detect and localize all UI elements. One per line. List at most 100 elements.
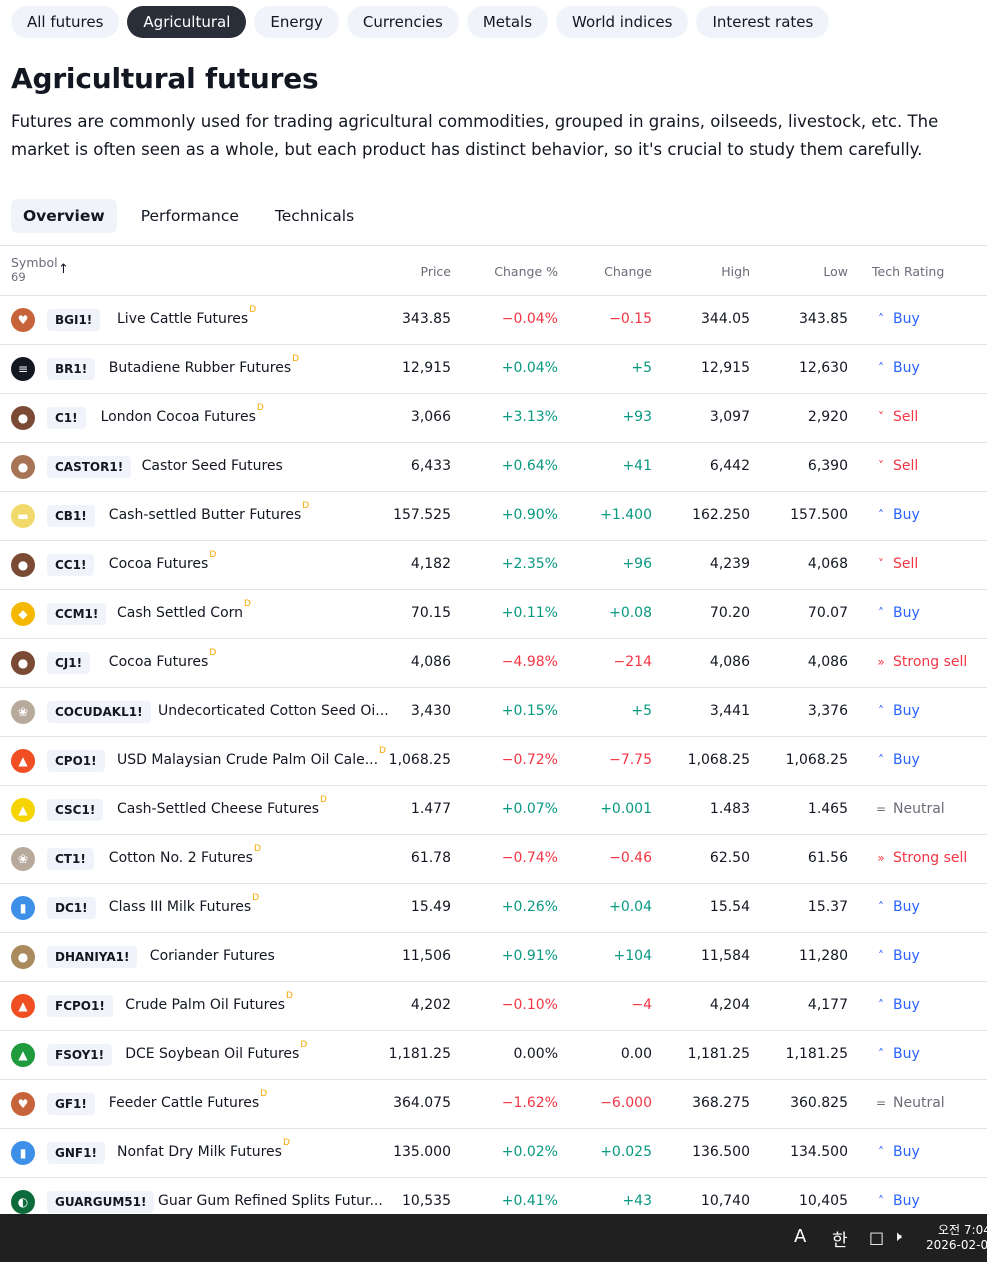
tab-performance[interactable]: Performance <box>140 207 239 225</box>
sort-arrow-up-icon[interactable]: ↑ <box>58 262 69 277</box>
change-pct-cell: −0.72% <box>501 752 558 768</box>
instrument-name[interactable]: Crude Palm Oil FuturesD <box>125 991 293 1013</box>
tech-rating-label: Buy <box>893 752 920 768</box>
pill-currencies[interactable]: Currencies <box>346 6 459 38</box>
instrument-name[interactable]: Guar Gum Refined Splits Futur... <box>158 1193 383 1209</box>
price-cell: 364.075 <box>393 1095 451 1111</box>
pill-world-indices[interactable]: World indices <box>556 6 689 38</box>
table-row[interactable]: ▲ FSOY1! DCE Soybean Oil FuturesD 1,181.25 0… <box>0 1031 987 1080</box>
tech-rating-column-header[interactable]: Tech Rating <box>872 264 945 279</box>
chevron-down-icon: ˅ <box>878 557 884 571</box>
table-row[interactable]: ● CJ1! Cocoa FuturesD 4,086 −4.98% −214 4,086 4… <box>0 639 987 688</box>
pill-metals[interactable]: Metals <box>466 6 549 38</box>
table-row[interactable]: ▲ FCPO1! Crude Palm Oil FuturesD 4,202 −0.10… <box>0 982 987 1031</box>
ticker-badge[interactable]: CASTOR1! <box>47 456 132 478</box>
tech-rating-label: Buy <box>893 703 920 719</box>
tech-rating-label: Buy <box>893 1046 920 1062</box>
change-pct-cell: +0.90% <box>501 507 558 523</box>
change-cell: −6.000 <box>600 1095 652 1111</box>
table-row[interactable]: ❀ COCUDAKL1! Undecorticated Cotton Seed Oi… <box>0 688 987 737</box>
change-pct-column-header[interactable]: Change % <box>494 264 558 279</box>
ticker-badge[interactable]: GUARGUM51! <box>47 1191 155 1213</box>
price-cell: 4,202 <box>410 997 451 1013</box>
instrument-name[interactable]: DCE Soybean Oil FuturesD <box>125 1040 307 1062</box>
ticker-badge[interactable]: FSOY1! <box>47 1044 113 1066</box>
instrument-name[interactable]: Castor Seed Futures <box>142 458 283 474</box>
table-row[interactable]: ▮ DC1! Class III Milk FuturesD 15.49 +0.26% +… <box>0 884 987 933</box>
ticker-badge[interactable]: C1! <box>47 407 86 429</box>
pill-interest-rates[interactable]: Interest rates <box>696 6 830 38</box>
chevron-up-icon: ˄ <box>878 949 884 963</box>
hangul-mode-indicator[interactable]: 한 <box>832 1231 848 1251</box>
ticker-badge[interactable]: CB1! <box>47 505 95 527</box>
ticker-badge[interactable]: BR1! <box>47 358 96 380</box>
price-cell: 1,181.25 <box>388 1046 451 1062</box>
table-row[interactable]: ▲ CSC1! Cash-Settled Cheese FuturesD 1.477 +… <box>0 786 987 835</box>
table-row[interactable]: ▲ CPO1! USD Malaysian Crude Palm Oil Cale.… <box>0 737 987 786</box>
ticker-badge[interactable]: GF1! <box>47 1093 95 1115</box>
instrument-name[interactable]: Coriander Futures <box>150 948 275 964</box>
low-cell: 134.500 <box>790 1144 848 1160</box>
pill-all-futures[interactable]: All futures <box>11 6 120 38</box>
ticker-badge[interactable]: DC1! <box>47 897 96 919</box>
table-row[interactable]: ● DHANIYA1! Coriander Futures 11,506 +0.91% +… <box>0 933 987 982</box>
input-mode-indicator[interactable]: A <box>794 1226 807 1247</box>
instrument-name-text: Class III Milk Futures <box>108 899 252 915</box>
ticker-badge[interactable]: CJ1! <box>47 652 91 674</box>
instrument-name[interactable]: Live Cattle FuturesD <box>117 305 256 327</box>
ticker-badge[interactable]: CPO1! <box>47 750 105 772</box>
pill-agricultural[interactable]: Agricultural <box>127 6 247 38</box>
ticker-badge[interactable]: CSC1! <box>47 799 104 821</box>
table-row[interactable]: ● CC1! Cocoa FuturesD 4,182 +2.35% +96 4,239 4,… <box>0 541 987 590</box>
instrument-name[interactable]: Cash Settled CornD <box>117 599 251 621</box>
instrument-name[interactable]: Cocoa FuturesD <box>109 648 216 670</box>
instrument-name[interactable]: Undecorticated Cotton Seed Oi... <box>158 703 389 719</box>
table-row[interactable]: ▬ CB1! Cash-settled Butter FuturesD 157.525… <box>0 492 987 541</box>
ticker-badge[interactable]: CC1! <box>47 554 95 576</box>
instrument-name[interactable]: London Cocoa FuturesD <box>101 403 264 425</box>
table-row[interactable]: ❀ CT1! Cotton No. 2 FuturesD 61.78 −0.74% −0.… <box>0 835 987 884</box>
instrument-name[interactable]: Cash-Settled Cheese FuturesD <box>117 795 327 817</box>
ticker-badge[interactable]: COCUDAKL1! <box>47 701 151 723</box>
instrument-name[interactable]: Nonfat Dry Milk FuturesD <box>117 1138 290 1160</box>
change-column-header[interactable]: Change <box>604 264 652 279</box>
ticker-badge[interactable]: CCM1! <box>47 603 107 625</box>
low-cell: 11,280 <box>799 948 848 964</box>
instrument-name[interactable]: Butadiene Rubber FuturesD <box>109 354 299 376</box>
volume-icon[interactable]: 🕨 <box>893 1229 902 1245</box>
tab-technicals[interactable]: Technicals <box>274 207 355 225</box>
instrument-name[interactable]: USD Malaysian Crude Palm Oil Cale...D <box>117 746 386 768</box>
ticker-badge[interactable]: FCPO1! <box>47 995 113 1017</box>
milk-icon: ▮ <box>11 1141 35 1165</box>
instrument-name-text: Cash Settled Corn <box>117 605 244 621</box>
ticker-badge[interactable]: GNF1! <box>47 1142 105 1164</box>
high-column-header[interactable]: High <box>721 264 750 279</box>
pill-energy[interactable]: Energy <box>254 6 339 38</box>
low-cell: 4,086 <box>807 654 848 670</box>
instrument-name[interactable]: Feeder Cattle FuturesD <box>109 1089 267 1111</box>
instrument-name-text: Undecorticated Cotton Seed Oi... <box>158 703 389 719</box>
clock-date[interactable]: 2026-02-06 <box>926 1238 987 1252</box>
table-row[interactable]: ● C1! London Cocoa FuturesD 3,066 +3.13% +93 3… <box>0 394 987 443</box>
table-row[interactable]: ≡ BR1! Butadiene Rubber FuturesD 12,915 +0.0… <box>0 345 987 394</box>
table-row[interactable]: ▮ GNF1! Nonfat Dry Milk FuturesD 135.000 +0.… <box>0 1129 987 1178</box>
instrument-name[interactable]: Cotton No. 2 FuturesD <box>109 844 261 866</box>
table-row[interactable]: ◆ CCM1! Cash Settled CornD 70.15 +0.11% +0.08… <box>0 590 987 639</box>
ticker-badge[interactable]: DHANIYA1! <box>47 946 138 968</box>
ticker-badge[interactable]: BGI1! <box>47 309 101 331</box>
table-row[interactable]: ♥ GF1! Feeder Cattle FuturesD 364.075 −1.62%… <box>0 1080 987 1129</box>
chevron-up-icon: ˄ <box>878 753 884 767</box>
tab-overview[interactable]: Overview <box>11 199 117 233</box>
low-column-header[interactable]: Low <box>823 264 848 279</box>
instrument-name[interactable]: Class III Milk FuturesD <box>108 893 259 915</box>
instrument-name[interactable]: Cocoa FuturesD <box>109 550 216 572</box>
clock-time[interactable]: 오전 7:04 <box>938 1223 987 1237</box>
table-row[interactable]: ● CASTOR1! Castor Seed Futures 6,433 +0.64% +… <box>0 443 987 492</box>
table-row[interactable]: ♥ BGI1! Live Cattle FuturesD 343.85 −0.04% −0… <box>0 296 987 345</box>
network-icon[interactable]: □ <box>869 1228 885 1247</box>
symbol-column-header[interactable]: Symbol 69 <box>11 256 58 285</box>
ticker-badge[interactable]: CT1! <box>47 848 94 870</box>
table-row[interactable]: ◐ GUARGUM51! Guar Gum Refined Splits Futur… <box>0 1178 987 1227</box>
price-column-header[interactable]: Price <box>420 264 452 279</box>
instrument-name[interactable]: Cash-settled Butter FuturesD <box>109 501 309 523</box>
